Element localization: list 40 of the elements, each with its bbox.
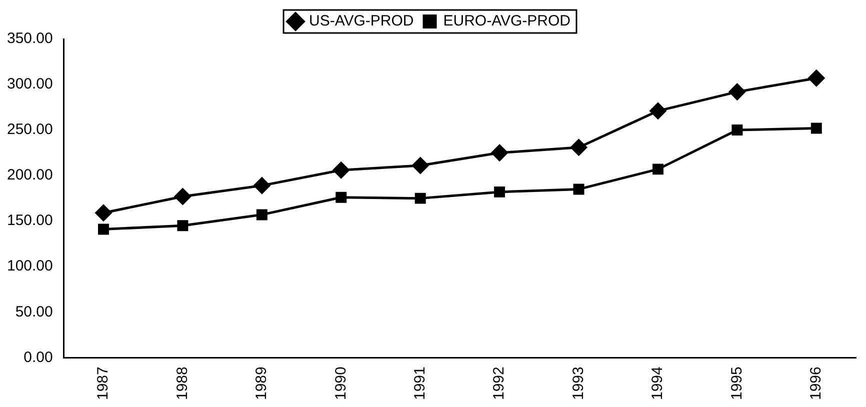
point	[810, 122, 822, 134]
x-tick-label: 1990	[332, 366, 350, 400]
point	[570, 139, 588, 156]
point	[414, 192, 426, 204]
y-tick-label: 200.00	[6, 166, 53, 184]
point	[256, 209, 268, 220]
point	[732, 124, 743, 136]
point	[652, 164, 664, 175]
x-tick-label: 1992	[490, 366, 508, 400]
point	[332, 162, 350, 178]
y-tick-label: 150.00	[6, 212, 53, 230]
point	[650, 102, 666, 120]
x-tick-label: 1996	[808, 366, 825, 400]
point	[728, 84, 746, 100]
point	[174, 188, 191, 205]
legend-label: EURO-AVG-PROD	[443, 12, 571, 30]
x-tick-label: 1994	[649, 366, 666, 400]
y-tick-label: 100.00	[6, 258, 53, 275]
x-tick-label: 1991	[411, 366, 428, 400]
point	[494, 186, 506, 198]
x-tick-label: 1993	[570, 366, 587, 400]
legend-label: US-AVG-PROD	[309, 12, 414, 30]
point	[95, 204, 112, 222]
point	[254, 177, 270, 194]
x-tick-label: 1987	[94, 366, 112, 400]
y-tick-label: 250.00	[6, 121, 53, 138]
y-tick-label: 50.00	[15, 303, 53, 320]
x-tick-label: 1989	[253, 366, 270, 400]
point	[98, 224, 109, 235]
y-tick-label: 0.00	[24, 348, 53, 366]
y-tick-label: 350.00	[6, 30, 53, 48]
y-tick-label: 300.00	[6, 76, 53, 93]
point	[412, 157, 429, 174]
point	[573, 184, 584, 195]
point	[491, 144, 508, 162]
x-tick-label: 1988	[174, 366, 191, 400]
point	[808, 70, 825, 86]
x-tick-label: 1995	[728, 366, 746, 400]
point	[177, 220, 188, 232]
point	[336, 192, 347, 203]
